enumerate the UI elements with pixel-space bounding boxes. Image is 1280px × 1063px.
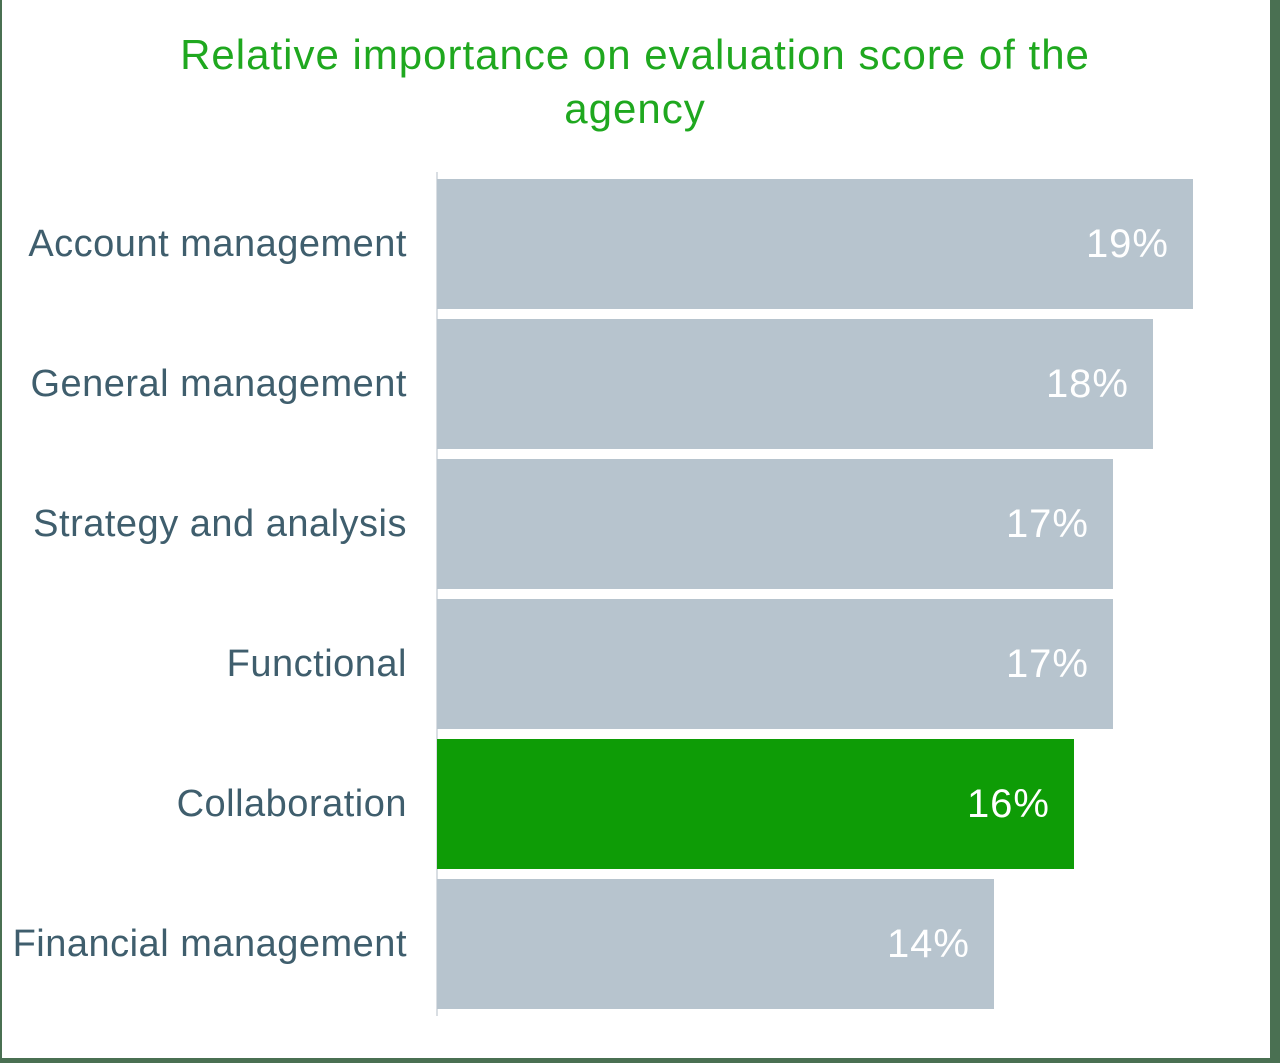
- bar: 14%: [437, 879, 994, 1009]
- bar-value-label: 18%: [1045, 361, 1129, 406]
- chart-row: Financial management 14%: [0, 879, 1280, 1009]
- chart-row: Functional 17%: [0, 599, 1280, 729]
- chart-row: General management 18%: [0, 319, 1280, 449]
- chart-title: Relative importance on evaluation score …: [180, 31, 1090, 132]
- bottom-border-line: [0, 1058, 1280, 1063]
- bar-value-label: 17%: [1005, 501, 1089, 546]
- bar: 17%: [437, 599, 1113, 729]
- category-label: Collaboration: [176, 782, 407, 825]
- chart-rows: Account management 19% General managemen…: [0, 179, 1280, 1009]
- chart-row: Strategy and analysis 17%: [0, 459, 1280, 589]
- bar-value-label: 14%: [886, 921, 970, 966]
- category-label: General management: [30, 362, 407, 405]
- right-border-line: [1270, 0, 1280, 1063]
- category-label: Account management: [28, 222, 407, 265]
- chart-row: Account management 19%: [0, 179, 1280, 309]
- bar-value-label: 16%: [966, 781, 1050, 826]
- left-border-line: [0, 0, 2, 1063]
- chart-row: Collaboration 16%: [0, 739, 1280, 869]
- bar: 18%: [437, 319, 1153, 449]
- category-label: Financial management: [12, 922, 407, 965]
- bar-chart: Account management 19% General managemen…: [0, 172, 1280, 1019]
- bar: 16%: [437, 739, 1074, 869]
- y-axis-line: [436, 172, 438, 1016]
- category-label: Functional: [226, 642, 407, 685]
- bar-value-label: 19%: [1085, 221, 1169, 266]
- bar-value-label: 17%: [1005, 641, 1089, 686]
- bar: 19%: [437, 179, 1193, 309]
- bar: 17%: [437, 459, 1113, 589]
- category-label: Strategy and analysis: [33, 502, 407, 545]
